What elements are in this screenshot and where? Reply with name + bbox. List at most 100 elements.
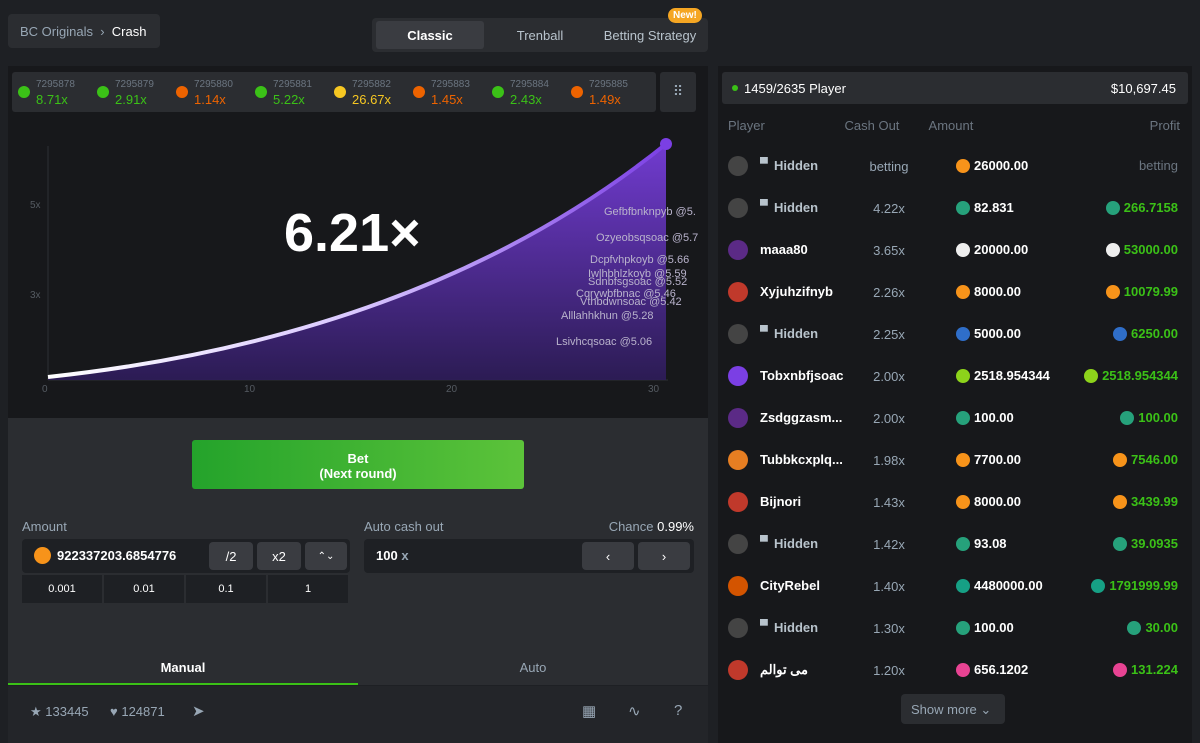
coin — [956, 285, 970, 299]
column-header: Cash Out — [844, 118, 900, 133]
player-name[interactable]: Tubbkcxplq... — [760, 452, 843, 467]
quick-amount[interactable]: 0.01 — [104, 575, 184, 603]
breadcrumb-parent[interactable]: BC Originals — [20, 24, 93, 39]
player-name[interactable]: Hidden — [774, 326, 819, 341]
history-multiplier[interactable]: 1.45x — [431, 92, 463, 107]
cashout: 2.00x — [873, 369, 905, 384]
coin-icon — [34, 547, 51, 564]
profit-value: 3439.99 — [1131, 494, 1178, 509]
history-multiplier[interactable]: 26.67x — [352, 92, 392, 107]
new-badge: New! — [668, 8, 702, 23]
show-more[interactable]: Show more ⌄ — [901, 694, 1005, 724]
double-button[interactable]: x2 — [257, 542, 301, 570]
quick-amount[interactable]: 0.001 — [22, 575, 102, 603]
profit-value: 7546.00 — [1131, 452, 1178, 467]
coin — [1127, 620, 1142, 635]
coin — [956, 201, 970, 215]
decrease-button[interactable]: ‹ — [582, 542, 634, 570]
history-multiplier[interactable]: 1.49x — [589, 92, 621, 107]
coin — [1105, 200, 1120, 215]
auto-input[interactable]: 100 x ‹ › — [364, 539, 694, 573]
likes[interactable]: ♥ 124871 — [110, 704, 165, 719]
amount: 4480000.00 — [974, 578, 1043, 593]
x-axis-label: 0 — [42, 384, 48, 395]
chevron: ⌄ — [976, 702, 992, 717]
player-name[interactable]: مى توالم — [760, 662, 808, 677]
player-name[interactable]: Xyjuhzifnyb — [760, 284, 833, 299]
history-multiplier[interactable]: 2.43x — [510, 92, 542, 107]
history-dot — [571, 86, 583, 98]
player-count: 1459/2635 Player — [744, 81, 846, 96]
cashout-label: Cqrywbfbnac @5.46 — [576, 288, 676, 300]
increase-button[interactable]: › — [638, 542, 690, 570]
cashout-label: Sdnbfsgsoac @5.52 — [588, 276, 688, 288]
profit: 131.224 — [1113, 662, 1178, 677]
avatar — [728, 618, 748, 638]
cashout-label: Ozyeobsqsoac @5.7 — [596, 232, 699, 244]
stars[interactable]: ★ 133445 — [30, 704, 89, 719]
game-overlay: 5x 3x 0 10 20 30 Gefbfbnknpyb @5. Ozyeobsqsoac … — [8, 66, 708, 418]
cashout-label: Gefbfbnknpyb @5. — [604, 206, 696, 218]
profit: betting — [1139, 158, 1178, 173]
tab[interactable]: Betting Strategy — [603, 28, 697, 43]
cashout-label: Lsivhcqsoac @5.06 — [556, 336, 653, 348]
profit-value: 2518.954344 — [1102, 368, 1178, 383]
bet-button[interactable]: Bet (Next round) — [192, 440, 524, 489]
player-name[interactable]: Zsdggzasm... — [760, 410, 843, 425]
player-name[interactable]: Tobxnbfjsoac — [760, 368, 844, 383]
player-name[interactable]: maaa80 — [760, 242, 808, 257]
coin — [1105, 242, 1120, 257]
coin — [956, 327, 970, 341]
avatar — [728, 324, 748, 344]
cashout: 2.00x — [873, 411, 905, 426]
game-canvas — [47, 138, 672, 381]
slider-button[interactable]: ⌃⌄ — [305, 542, 347, 570]
profit: 2518.954344 — [1084, 368, 1178, 383]
history-grid-button[interactable]: ⠿ — [660, 72, 696, 112]
share-icon[interactable]: ➤ — [192, 703, 205, 720]
player-name[interactable]: Bijnori — [760, 494, 802, 509]
tab[interactable]: Classic — [376, 21, 484, 49]
coin — [1113, 662, 1127, 677]
avatar — [728, 198, 748, 218]
auto-tab[interactable]: Auto — [358, 650, 708, 685]
coin — [956, 453, 970, 467]
player-name[interactable]: Hidden — [774, 200, 819, 215]
avatar — [728, 492, 748, 512]
x-axis-label: 30 — [648, 384, 660, 395]
player-name[interactable]: Hidden — [774, 620, 819, 635]
history-multiplier[interactable]: 5.22x — [273, 92, 305, 107]
profit: 100.00 — [1120, 410, 1178, 425]
player-name[interactable]: CityRebel — [760, 578, 820, 593]
coin — [956, 243, 970, 257]
player-name[interactable]: Hidden — [774, 536, 819, 551]
amount-input[interactable]: 922337203.6854776 /2 x2 ⌃⌄ — [22, 539, 350, 573]
history-id: 7295878 — [36, 79, 75, 90]
total-bet: $10,697.45 — [1110, 81, 1176, 96]
profit-value: 39.0935 — [1131, 536, 1178, 551]
half-button[interactable]: /2 — [209, 542, 253, 570]
hidden-icon: ▀ — [760, 620, 768, 632]
profit-value: 30.00 — [1145, 620, 1178, 635]
amount: 5000.00 — [974, 326, 1021, 341]
table-icon[interactable]: ▦ — [582, 703, 597, 720]
breadcrumb-current: Crash — [111, 24, 147, 39]
history-dot — [334, 86, 346, 98]
manual-tab[interactable]: Manual — [8, 650, 358, 685]
history-multiplier[interactable]: 1.14x — [194, 92, 226, 107]
quick-amount[interactable]: 0.1 — [186, 575, 266, 603]
players-header: 1459/2635 Player $10,697.45 — [722, 72, 1188, 104]
avatar — [728, 534, 748, 554]
auto-number: 100 — [376, 548, 398, 563]
amount: 20000.00 — [974, 242, 1029, 257]
profit: 6250.00 — [1113, 326, 1178, 341]
tab[interactable]: Trenball — [516, 28, 564, 43]
quick-amount[interactable]: 1 — [268, 575, 348, 603]
history-multiplier[interactable]: 8.71x — [36, 92, 68, 107]
amount: 100.00 — [974, 620, 1014, 635]
chart-icon[interactable]: ∿ — [628, 703, 641, 720]
history-multiplier[interactable]: 2.91x — [115, 92, 147, 107]
chance: Chance 0.99% — [609, 519, 694, 534]
player-name[interactable]: Hidden — [774, 158, 819, 173]
help-icon[interactable]: ? — [674, 702, 683, 719]
